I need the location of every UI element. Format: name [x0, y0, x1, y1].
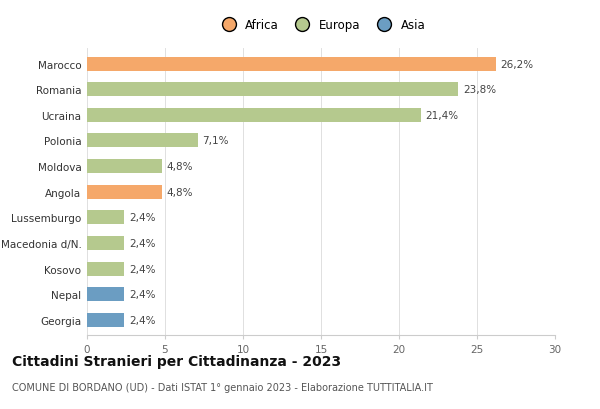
- Text: COMUNE DI BORDANO (UD) - Dati ISTAT 1° gennaio 2023 - Elaborazione TUTTITALIA.IT: COMUNE DI BORDANO (UD) - Dati ISTAT 1° g…: [12, 382, 433, 392]
- Bar: [87, 185, 162, 199]
- Bar: [87, 134, 198, 148]
- Text: 26,2%: 26,2%: [500, 59, 533, 70]
- Text: 4,8%: 4,8%: [167, 162, 193, 172]
- Bar: [87, 83, 458, 97]
- Text: 2,4%: 2,4%: [129, 290, 155, 299]
- Legend: Africa, Europa, Asia: Africa, Europa, Asia: [217, 19, 425, 32]
- Bar: [87, 313, 124, 327]
- Text: 2,4%: 2,4%: [129, 213, 155, 223]
- Bar: [87, 57, 496, 72]
- Bar: [87, 262, 124, 276]
- Bar: [87, 108, 421, 123]
- Bar: [87, 211, 124, 225]
- Bar: [87, 236, 124, 250]
- Text: 2,4%: 2,4%: [129, 238, 155, 248]
- Text: Cittadini Stranieri per Cittadinanza - 2023: Cittadini Stranieri per Cittadinanza - 2…: [12, 354, 341, 368]
- Text: 2,4%: 2,4%: [129, 315, 155, 325]
- Text: 23,8%: 23,8%: [463, 85, 496, 95]
- Bar: [87, 288, 124, 301]
- Bar: [87, 160, 162, 174]
- Text: 2,4%: 2,4%: [129, 264, 155, 274]
- Text: 4,8%: 4,8%: [167, 187, 193, 197]
- Text: 21,4%: 21,4%: [425, 110, 458, 121]
- Text: 7,1%: 7,1%: [202, 136, 229, 146]
